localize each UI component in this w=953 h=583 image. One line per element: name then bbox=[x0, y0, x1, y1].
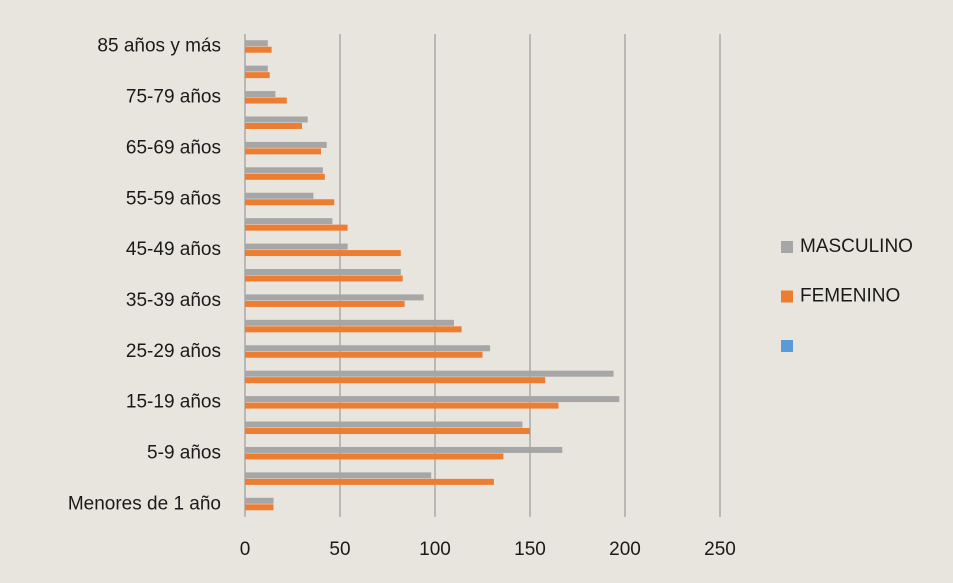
bar bbox=[245, 377, 546, 384]
bar bbox=[245, 478, 494, 485]
legend-swatch bbox=[781, 340, 793, 352]
bar bbox=[245, 199, 335, 206]
bar bbox=[245, 141, 327, 148]
y-tick-label: 25-29 años bbox=[126, 341, 221, 362]
bar bbox=[245, 472, 432, 479]
y-tick-label: 35-39 años bbox=[126, 290, 221, 311]
y-tick-label: 75-79 años bbox=[126, 87, 221, 108]
bar bbox=[245, 504, 274, 511]
bar bbox=[245, 326, 462, 333]
y-tick-label: 15-19 años bbox=[126, 392, 221, 413]
bar bbox=[245, 428, 530, 435]
y-tick-label: 65-69 años bbox=[126, 137, 221, 158]
x-tick-label: 100 bbox=[419, 539, 451, 560]
legend-label: MASCULINO bbox=[800, 236, 913, 257]
x-tick-label: 200 bbox=[609, 539, 641, 560]
bar bbox=[245, 243, 348, 250]
bar bbox=[245, 351, 483, 358]
y-tick-label: 5-9 años bbox=[147, 442, 221, 463]
y-tick-label: 85 años y más bbox=[97, 36, 221, 57]
bar bbox=[245, 122, 302, 129]
x-tick-label: 50 bbox=[329, 539, 350, 560]
bar bbox=[245, 224, 348, 231]
bar bbox=[245, 396, 620, 403]
bar bbox=[245, 269, 401, 275]
bar bbox=[245, 65, 268, 72]
bar bbox=[245, 300, 405, 307]
bar bbox=[245, 167, 323, 174]
legend-swatch bbox=[781, 241, 793, 253]
bar bbox=[245, 218, 333, 225]
bar bbox=[245, 275, 403, 282]
x-tick-label: 0 bbox=[240, 539, 251, 560]
legend-swatch bbox=[781, 290, 793, 303]
y-tick-label: Menores de 1 año bbox=[68, 493, 221, 514]
bar bbox=[245, 173, 325, 180]
bar bbox=[245, 421, 523, 428]
bar bbox=[245, 497, 274, 504]
bar bbox=[245, 250, 401, 257]
bar bbox=[245, 148, 321, 155]
bar bbox=[245, 46, 272, 53]
bar bbox=[245, 446, 563, 453]
bar bbox=[245, 345, 491, 352]
bar bbox=[245, 402, 559, 409]
x-tick-label: 150 bbox=[514, 539, 546, 560]
bar bbox=[245, 319, 454, 326]
bar bbox=[245, 370, 614, 377]
bar bbox=[245, 294, 424, 301]
bar bbox=[245, 97, 287, 104]
x-tick-label: 250 bbox=[704, 539, 736, 560]
bar bbox=[245, 72, 270, 79]
y-tick-label: 45-49 años bbox=[126, 239, 221, 260]
legend-label: FEMENINO bbox=[800, 286, 900, 307]
y-tick-label: 55-59 años bbox=[126, 188, 221, 209]
bar bbox=[245, 40, 268, 47]
bar bbox=[245, 116, 308, 123]
bar bbox=[245, 192, 314, 199]
bar bbox=[245, 91, 276, 98]
bar bbox=[245, 453, 504, 460]
